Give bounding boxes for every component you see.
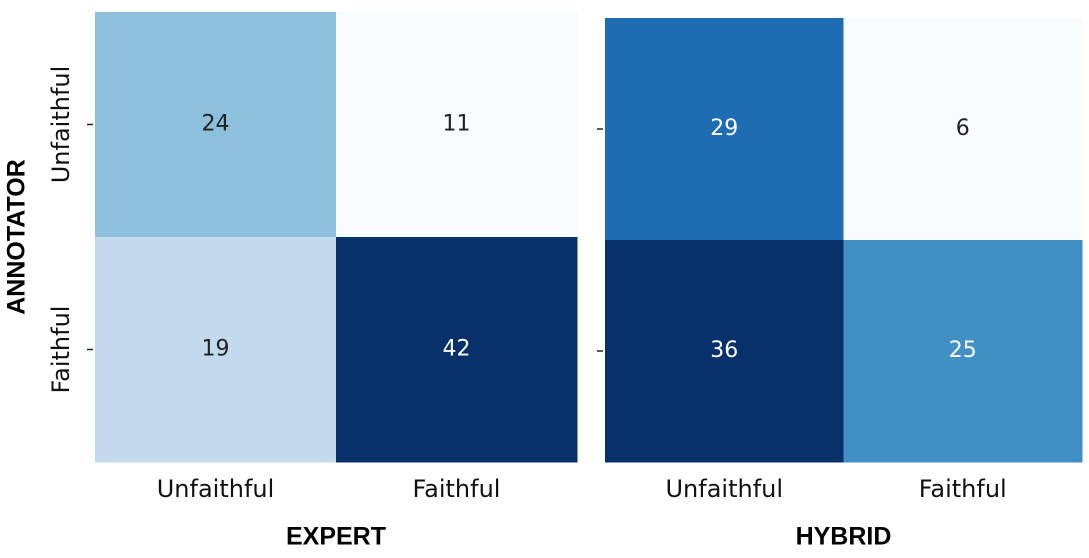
x-tick-label: Faithful: [413, 475, 501, 503]
heatmap-cell: [336, 237, 578, 463]
heatmap-cell: [336, 12, 578, 238]
x-tick-label: Unfaithful: [157, 475, 275, 503]
heatmap-cell: [605, 240, 844, 463]
heatmap-cell: [95, 12, 337, 238]
heatmap-cell: [95, 237, 337, 463]
cell-value: 24: [202, 112, 230, 137]
heatmap-cell: [605, 18, 844, 241]
heatmap-cell: [843, 240, 1083, 463]
cell-value: 36: [710, 338, 738, 363]
cell-value: 29: [710, 116, 738, 141]
x-tick-label: Faithful: [919, 475, 1007, 503]
x-axis-label: HYBRID: [796, 523, 892, 551]
cell-value: 6: [956, 116, 970, 141]
x-tick-label: Unfaithful: [665, 475, 783, 503]
y-tick-label: Faithful: [47, 306, 75, 394]
cell-value: 11: [443, 112, 471, 137]
x-axis-label: EXPERT: [286, 523, 386, 551]
cell-value: 42: [443, 337, 471, 362]
y-tick-label: Unfaithful: [47, 66, 75, 184]
heatmap-cell: [843, 18, 1083, 241]
cell-value: 19: [202, 337, 230, 362]
cell-value: 25: [949, 338, 977, 363]
y-axis-label: ANNOTATOR: [3, 159, 31, 315]
